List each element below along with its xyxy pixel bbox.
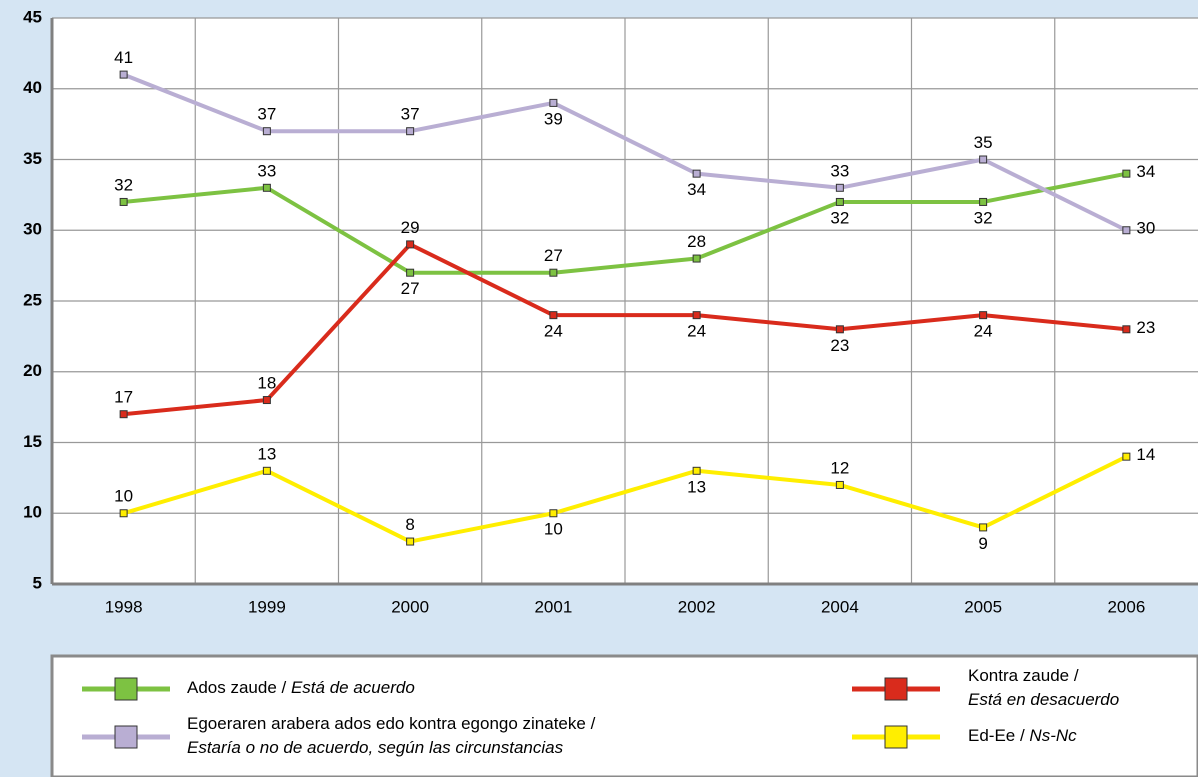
y-tick-label: 5: [33, 573, 42, 592]
series-line: [123, 242, 1127, 417]
data-label: 24: [687, 322, 706, 341]
point-marker: [549, 311, 558, 320]
y-tick-label: 15: [23, 432, 42, 451]
x-tick-label: 2005: [964, 597, 1002, 616]
point-marker: [692, 169, 701, 178]
point-marker: [1122, 325, 1131, 334]
point-marker: [835, 325, 844, 334]
data-label: 23: [1136, 318, 1155, 337]
data-label: 27: [544, 246, 563, 265]
data-label: 10: [114, 487, 133, 506]
data-label: 28: [687, 232, 706, 251]
point-marker: [406, 268, 415, 277]
point-marker: [979, 197, 988, 206]
data-label: 34: [1136, 162, 1155, 181]
data-label: 33: [257, 161, 276, 180]
data-label: 10: [544, 520, 563, 539]
point-marker: [979, 155, 988, 164]
y-tick-label: 25: [23, 290, 42, 309]
data-label: 37: [401, 105, 420, 124]
data-label: 37: [257, 105, 276, 124]
point-marker: [692, 466, 701, 475]
x-tick-label: 2001: [534, 597, 572, 616]
point-marker: [835, 480, 844, 489]
data-label: 8: [405, 515, 414, 534]
data-label: 13: [687, 477, 706, 496]
data-label: 29: [401, 218, 420, 237]
legend-label: Ados zaude / Está de acuerdo: [187, 678, 415, 697]
data-label: 33: [830, 161, 849, 180]
x-tick-label: 1999: [248, 597, 286, 616]
data-label: 24: [974, 322, 993, 341]
data-label: 24: [544, 322, 563, 341]
point-marker: [549, 268, 558, 277]
data-label: 14: [1136, 445, 1155, 464]
data-label: 39: [544, 109, 563, 128]
x-tick-label: 2000: [391, 597, 429, 616]
legend-label: Egoeraren arabera ados edo kontra egongo…: [187, 714, 600, 757]
data-label: 13: [257, 444, 276, 463]
data-label: 9: [978, 534, 987, 553]
data-label: 17: [114, 388, 133, 407]
data-label: 23: [830, 336, 849, 355]
point-marker: [979, 523, 988, 532]
series-line: [123, 454, 1128, 544]
series-line: [122, 72, 1128, 233]
y-tick-label: 45: [23, 7, 42, 26]
point-marker: [262, 466, 271, 475]
legend-swatch: [884, 725, 908, 749]
point-marker: [835, 197, 844, 206]
point-marker: [119, 509, 128, 518]
point-marker: [549, 509, 558, 518]
point-marker: [835, 183, 844, 192]
point-marker: [406, 240, 415, 249]
y-tick-label: 30: [23, 220, 42, 239]
data-label: 35: [974, 133, 993, 152]
x-tick-label: 2004: [821, 597, 859, 616]
point-marker: [406, 537, 415, 546]
point-marker: [692, 311, 701, 320]
data-label: 12: [830, 458, 849, 477]
point-marker: [119, 197, 128, 206]
legend-label: Kontra zaude / Está en desacuerdo: [968, 666, 1119, 709]
point-marker: [1122, 226, 1131, 235]
data-label: 32: [830, 208, 849, 227]
series-line: [123, 171, 1127, 275]
point-marker: [119, 70, 128, 79]
data-label: 30: [1136, 219, 1155, 238]
data-label: 32: [974, 208, 993, 227]
legend-swatch: [114, 677, 138, 701]
legend-box: [50, 654, 1198, 777]
point-marker: [979, 311, 988, 320]
x-tick-label: 1998: [105, 597, 143, 616]
point-marker: [1122, 169, 1131, 178]
point-marker: [262, 183, 271, 192]
data-label: 34: [687, 180, 706, 199]
point-marker: [119, 410, 128, 419]
point-marker: [1122, 452, 1131, 461]
x-tick-label: 2002: [678, 597, 716, 616]
y-tick-label: 20: [23, 361, 42, 380]
data-label: 41: [114, 48, 133, 67]
data-label: 32: [114, 175, 133, 194]
y-tick-label: 35: [23, 149, 42, 168]
point-marker: [262, 396, 271, 405]
legend-label: Ed-Ee / Ns-Nc: [968, 726, 1077, 745]
x-tick-label: 2006: [1107, 597, 1145, 616]
point-marker: [549, 98, 558, 107]
point-marker: [262, 127, 271, 136]
y-tick-label: 40: [23, 78, 42, 97]
data-label: 18: [257, 374, 276, 393]
point-marker: [692, 254, 701, 263]
legend-swatch: [114, 725, 138, 749]
legend-swatch: [884, 677, 908, 701]
y-tick-label: 10: [23, 503, 42, 522]
point-marker: [406, 127, 415, 136]
data-label: 27: [401, 279, 420, 298]
